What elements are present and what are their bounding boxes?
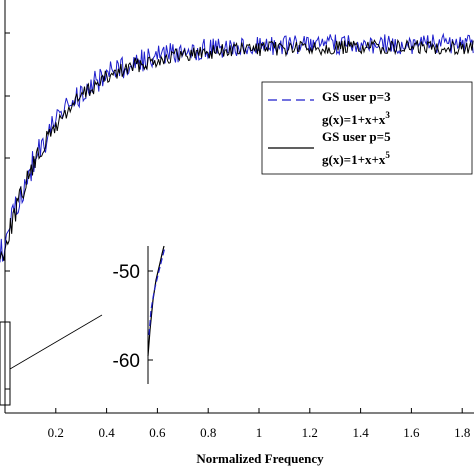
inset-series-p3 [148,246,166,336]
x-tick-label: 1.4 [352,425,369,440]
x-tick-label: 1 [256,425,263,440]
x-tick-label: 1.8 [454,425,470,440]
x-tick-label: 0.6 [149,425,166,440]
x-axis-title: Normalized Frequency [196,451,324,466]
x-tick-label: 0.8 [200,425,216,440]
inset-tick-label: -50 [113,262,140,283]
x-tick-label: 1.6 [403,425,420,440]
series-line-p5 [0,38,474,261]
y-axis-ticks [5,32,10,390]
legend-label-p3-line1: GS user p=3 [322,89,391,104]
legend-label-p5-line2: g(x)=1+x+x5 [322,150,390,167]
zoom-connector-line [9,314,103,370]
legend: GS user p=3 g(x)=1+x+x3 GS user p=5 g(x)… [261,81,473,175]
x-axis-ticks: 0.2 0.4 0.6 0.8 1 1.2 1.4 1.6 1.8 [48,408,470,440]
x-tick-label: 0.4 [98,425,115,440]
legend-label-p3-line2: g(x)=1+x+x3 [322,110,390,127]
x-tick-label: 0.2 [48,425,64,440]
zoom-region-box [0,321,11,406]
x-tick-label: 1.2 [302,425,318,440]
legend-box [261,81,473,175]
legend-label-p5-line1: GS user p=5 [322,129,391,144]
inset-tick-label: -60 [113,351,140,372]
inset-plot: -50 -60 [113,245,166,384]
